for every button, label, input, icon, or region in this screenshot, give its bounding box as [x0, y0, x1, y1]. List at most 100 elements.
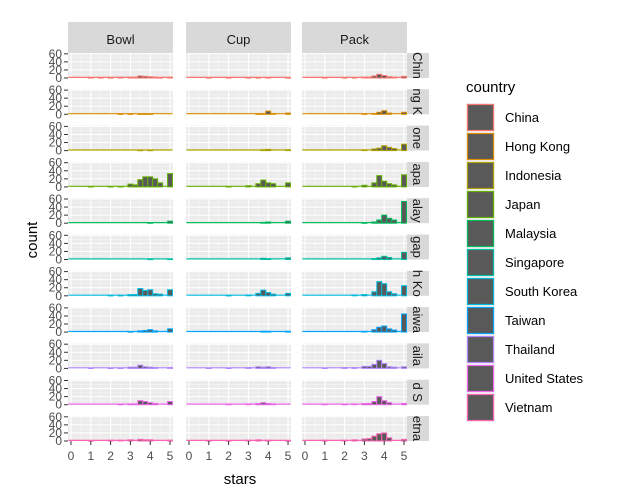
y-tick-label: 60: [49, 337, 63, 351]
bar: [285, 330, 292, 333]
x-tick-label: 4: [147, 449, 154, 463]
legend-item-united-states: United States: [466, 364, 584, 393]
strip-label: Cup: [227, 32, 251, 47]
y-tick-label: 60: [49, 228, 63, 242]
bar: [386, 366, 393, 369]
y-tick-label: 0: [55, 144, 62, 158]
row-strip-japan: apa: [407, 161, 429, 187]
y-tick-label: 60: [49, 119, 63, 133]
bar: [321, 77, 328, 79]
panel-south-korea-bowl: [68, 270, 174, 297]
panel-japan-pack: [302, 161, 408, 188]
bar: [127, 294, 134, 297]
legend-label: Japan: [505, 197, 540, 212]
bar: [225, 403, 232, 406]
bar: [376, 111, 383, 115]
legend-item-japan: Japan: [466, 190, 540, 219]
panel-thailand-pack: [302, 343, 408, 369]
bar: [401, 75, 408, 79]
bar: [152, 76, 159, 79]
y-tick-label: 20: [49, 208, 63, 222]
bar: [147, 439, 154, 442]
bar: [401, 251, 408, 260]
bar: [371, 75, 378, 79]
panel-united-states-pack: [302, 379, 408, 406]
panel-taiwan-bowl: [68, 307, 174, 333]
bar: [255, 77, 262, 79]
bar: [285, 77, 292, 79]
bar: [225, 185, 232, 188]
bar: [260, 221, 267, 224]
bar: [376, 396, 383, 406]
y-tick-label: 20: [49, 244, 63, 258]
legend-key: [466, 190, 495, 219]
bar: [107, 185, 114, 188]
bar: [157, 77, 164, 79]
bar: [127, 76, 134, 79]
bar: [386, 437, 393, 442]
bar: [386, 112, 393, 115]
bar: [265, 148, 272, 152]
bar: [245, 77, 252, 79]
y-tick-label: 0: [55, 253, 62, 267]
y-tick-label: 20: [49, 136, 63, 150]
bar: [225, 294, 232, 297]
bar: [127, 183, 134, 188]
bar: [265, 221, 272, 224]
bar: [225, 367, 232, 369]
bar: [381, 145, 388, 152]
legend-label: Taiwan: [505, 313, 545, 328]
bar: [351, 77, 358, 79]
bar: [117, 367, 124, 369]
strip-label: Pack: [340, 32, 369, 47]
bar: [152, 402, 159, 406]
bar: [285, 149, 292, 152]
bar: [386, 256, 393, 260]
bar: [147, 176, 154, 188]
bar: [152, 293, 159, 297]
y-tick-label: 20: [49, 172, 63, 186]
row-strip-label: aiwa: [410, 306, 425, 334]
y-axes: 0204060020406002040600204060020406002040…: [49, 47, 68, 448]
y-tick-label: 0: [55, 434, 62, 448]
panel-vietnam-cup: [186, 416, 292, 442]
bar: [255, 439, 262, 442]
legend-key: [466, 306, 495, 335]
bar: [381, 255, 388, 261]
x-tick-label: 3: [361, 449, 368, 463]
y-tick-label: 20: [49, 426, 63, 440]
legend-item-china: China: [466, 103, 540, 132]
facet-panels: [68, 53, 408, 442]
y-tick-label: 0: [55, 71, 62, 85]
bar: [391, 76, 398, 79]
panel-taiwan-pack: [302, 307, 408, 333]
bar: [285, 182, 292, 188]
x-tick-label: 5: [167, 449, 174, 463]
bar: [265, 330, 272, 333]
panel-indonesia-pack: [302, 125, 408, 152]
x-tick-label: 0: [302, 449, 309, 463]
row-strip-malaysia: alay: [407, 198, 429, 224]
x-tick-label: 3: [127, 449, 134, 463]
y-tick-label: 0: [55, 180, 62, 194]
panel-japan-bowl: [68, 161, 174, 188]
bar: [147, 289, 154, 297]
y-tick-label: 20: [49, 281, 63, 295]
bar: [245, 185, 252, 188]
bar: [260, 257, 267, 260]
bar: [167, 220, 174, 224]
y-tick-label: 40: [49, 382, 63, 396]
column-strips: Bowl Cup Pack: [68, 22, 407, 53]
bar: [107, 367, 114, 369]
bar: [351, 185, 358, 188]
bar: [260, 289, 267, 297]
bar: [366, 402, 373, 406]
bar: [381, 325, 388, 333]
bar: [381, 363, 388, 369]
bar: [376, 219, 383, 224]
row-strip-indonesia: one: [407, 125, 429, 151]
legend-key: [466, 364, 495, 393]
